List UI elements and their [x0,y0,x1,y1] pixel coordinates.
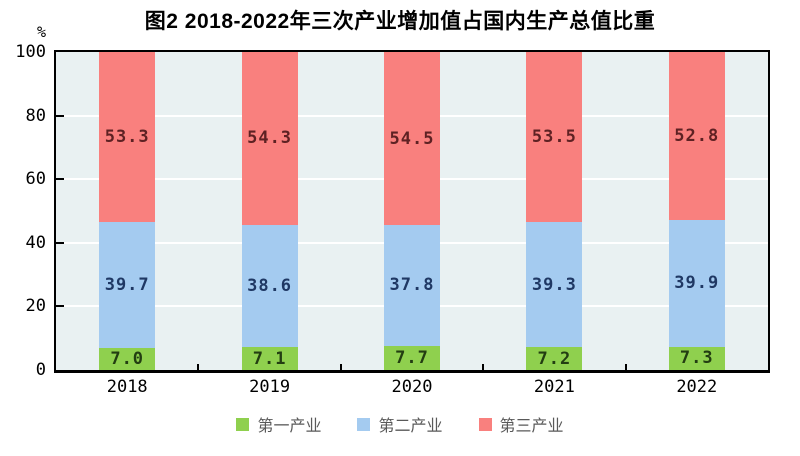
x-tick-label: 2019 [249,377,291,397]
y-axis-tick [56,305,64,308]
legend-item: 第一产业 [236,412,321,436]
bar-stack: 7.7 37.8 54.5 [383,52,440,370]
y-axis-tick [56,178,64,181]
plot-inner: 7.0 39.7 53.3 7.1 38.6 54.3 7.7 37.8 54.5 7.2 39.3… [56,52,768,370]
legend-label: 第三产业 [499,418,564,435]
bar-segment: 39.9 [668,219,725,347]
value-label: 7.7 [395,347,429,368]
bar-segment: 53.3 [99,52,156,222]
bar-segment: 53.5 [526,52,583,223]
x-axis-tick [197,364,200,370]
value-label: 54.5 [389,128,435,149]
bar-stack: 7.3 39.9 52.8 [668,52,725,370]
legend-label: 第一产业 [257,418,322,435]
y-tick-label: 80 [25,105,46,126]
value-label: 7.0 [110,348,145,369]
value-label: 39.3 [531,274,577,295]
y-axis-tick [56,114,64,117]
bar-segment: 39.3 [526,222,583,348]
legend-item: 第二产业 [357,412,443,436]
y-tick-label: 40 [25,232,46,253]
plot-area: 7.0 39.7 53.3 7.1 38.6 54.3 7.7 37.8 54.5 7.2 39.3… [54,50,770,373]
x-tick-label: 2018 [106,377,148,397]
x-axis-tick [624,364,627,370]
bar-segment: 7.7 [383,345,440,370]
bar-segment: 52.8 [668,52,725,220]
value-label: 53.5 [531,127,577,148]
value-label: 39.9 [674,273,720,294]
value-label: 54.3 [247,128,293,149]
x-tick-label: 2020 [391,377,433,397]
legend-swatch [236,417,250,431]
chart-title: 图2 2018-2022年三次产业增加值占国内生产总值比重 [144,10,656,33]
bar-group: 7.7 37.8 54.5 [341,52,483,370]
bar-segment: 7.3 [668,346,725,370]
x-tick-label: 2022 [676,377,718,397]
bar-group: 7.0 39.7 53.3 [56,52,198,370]
legend-swatch [357,417,371,431]
bar-group: 7.1 38.6 54.3 [198,52,340,370]
bar-stack: 7.2 39.3 53.5 [526,52,583,370]
y-axis-unit-label: % [36,23,46,41]
y-tick-label: 100 [15,42,46,62]
y-tick-label: 0 [35,360,46,380]
bar-group: 7.3 39.9 52.8 [626,52,768,370]
y-axis-tick [56,241,64,244]
bar-segment: 7.0 [99,347,156,370]
y-axis: 0 20 40 60 80 100 [0,42,46,380]
value-label: 53.3 [104,126,150,147]
legend-label: 第二产业 [378,418,443,435]
bar-segment: 54.5 [383,52,440,226]
bar-segment: 7.2 [526,347,583,370]
bar-segment: 54.3 [241,52,298,225]
bar-group: 7.2 39.3 53.5 [483,52,625,370]
bar-segment: 7.1 [241,347,298,370]
legend-item: 第三产业 [478,412,564,436]
bar-segment: 39.7 [99,221,156,348]
value-label: 37.8 [389,275,435,296]
y-tick-label: 60 [25,169,46,190]
value-label: 7.2 [537,348,572,369]
x-tick-label: 2021 [533,377,575,397]
legend-swatch [478,417,492,431]
legend: 第一产业 第二产业 第三产业 [0,412,800,436]
value-label: 52.8 [674,125,720,146]
y-tick-label: 20 [25,296,46,317]
value-label: 38.6 [247,276,293,297]
x-axis: 2018 2019 2020 2021 2022 [56,377,768,399]
value-label: 7.1 [252,348,287,369]
bar-segment: 38.6 [241,224,298,348]
value-label: 39.7 [104,274,150,295]
x-axis-tick [339,364,342,370]
bar-stack: 7.0 39.7 53.3 [99,52,156,370]
x-axis-tick [482,364,485,370]
value-label: 7.3 [679,348,714,369]
bar-stack: 7.1 38.6 54.3 [241,52,298,370]
bar-segment: 37.8 [383,225,440,346]
